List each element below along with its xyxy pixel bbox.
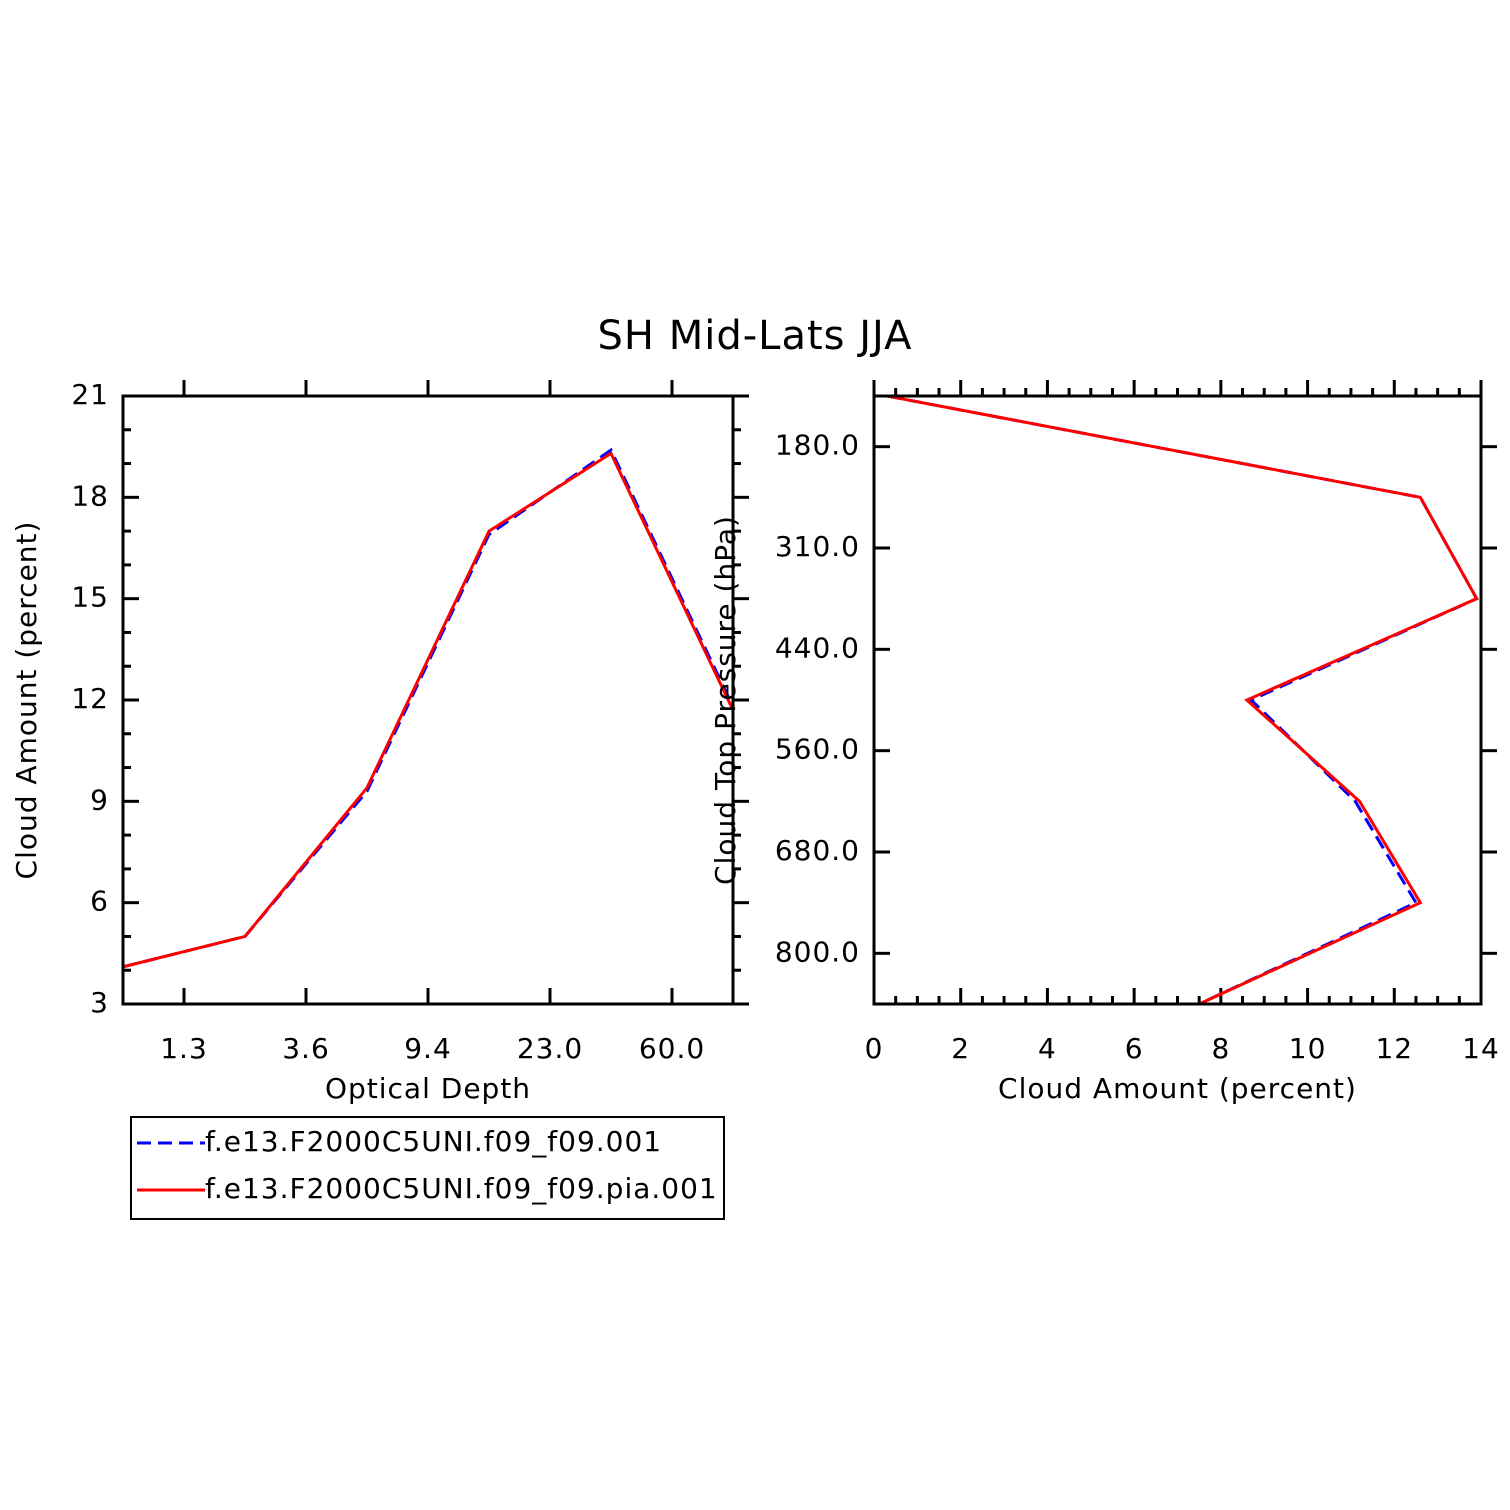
figure-title: SH Mid-Lats JJA xyxy=(598,313,913,359)
series-line xyxy=(886,394,1479,1006)
y-tick-label: 560.0 xyxy=(775,733,860,766)
x-tick-label: 9.4 xyxy=(404,1032,452,1065)
series-line xyxy=(122,447,735,969)
y-tick-label: 21 xyxy=(71,378,109,411)
x-tick-label: 8 xyxy=(1211,1032,1230,1065)
x-tick-label: 1.3 xyxy=(160,1032,208,1065)
x-tick-label: 4 xyxy=(1038,1032,1057,1065)
x-tick-label: 2 xyxy=(951,1032,970,1065)
x-tick-label: 6 xyxy=(1125,1032,1144,1065)
y-tick-label: 440.0 xyxy=(775,631,860,664)
y-axis-label: Cloud Top Pressure (hPa) xyxy=(709,515,742,885)
y-tick-label: 180.0 xyxy=(775,429,860,462)
x-tick-label: 10 xyxy=(1289,1032,1327,1065)
plot-frame xyxy=(121,394,735,1006)
x-tick-label: 23.0 xyxy=(517,1032,583,1065)
x-axis-label: Cloud Amount (percent) xyxy=(998,1072,1357,1105)
x-tick-label: 0 xyxy=(865,1032,884,1065)
y-tick-label: 9 xyxy=(90,783,109,816)
legend-label: f.e13.F2000C5UNI.f09_f09.001 xyxy=(205,1125,662,1158)
series-line xyxy=(122,451,735,969)
legend-box xyxy=(130,1116,725,1220)
x-axis-label: Optical Depth xyxy=(325,1072,531,1105)
x-tick-label: 3.6 xyxy=(282,1032,330,1065)
y-tick-label: 310.0 xyxy=(775,530,860,563)
series-line xyxy=(886,394,1479,1006)
y-tick-label: 12 xyxy=(71,682,109,715)
y-axis-label: Cloud Amount (percent) xyxy=(10,521,43,880)
x-tick-label: 14 xyxy=(1462,1032,1500,1065)
x-tick-label: 60.0 xyxy=(639,1032,705,1065)
y-tick-label: 3 xyxy=(90,986,109,1019)
plot-frame xyxy=(872,394,1483,1006)
y-tick-label: 800.0 xyxy=(775,935,860,968)
y-tick-label: 680.0 xyxy=(775,834,860,867)
x-tick-label: 12 xyxy=(1375,1032,1413,1065)
legend-label: f.e13.F2000C5UNI.f09_f09.pia.001 xyxy=(205,1172,718,1205)
y-tick-label: 15 xyxy=(71,581,109,614)
y-tick-label: 18 xyxy=(71,479,109,512)
y-tick-label: 6 xyxy=(90,885,109,918)
